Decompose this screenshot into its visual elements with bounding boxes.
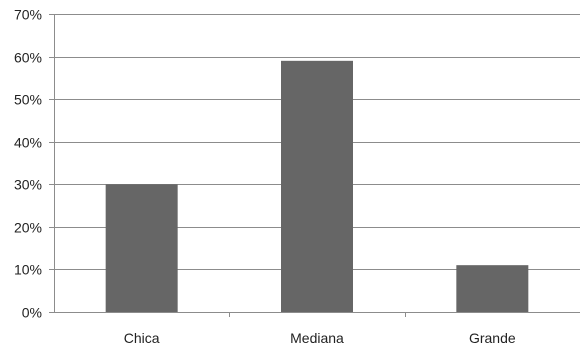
x-tick-label: Chica <box>124 330 160 346</box>
axes <box>49 14 580 317</box>
y-tick-labels: 0% 10% 20% 30% 40% 50% 60% 70% <box>14 7 42 321</box>
x-tick-label: Mediana <box>290 330 344 346</box>
x-tick-label: Grande <box>469 330 516 346</box>
y-tick-label: 50% <box>14 92 42 108</box>
bar-grande <box>456 265 529 312</box>
y-tick-label: 0% <box>22 305 42 321</box>
x-tick-labels: Chica Mediana Grande <box>124 330 516 346</box>
y-tick-label: 20% <box>14 220 42 236</box>
y-tick-label: 30% <box>14 177 42 193</box>
y-tick-label: 40% <box>14 135 42 151</box>
bar-mediana <box>281 60 353 313</box>
bars <box>105 60 529 313</box>
y-tick-label: 60% <box>14 50 42 66</box>
y-tick-label: 10% <box>14 262 42 278</box>
y-tick-label: 70% <box>14 7 42 23</box>
bar-chica <box>105 184 178 312</box>
